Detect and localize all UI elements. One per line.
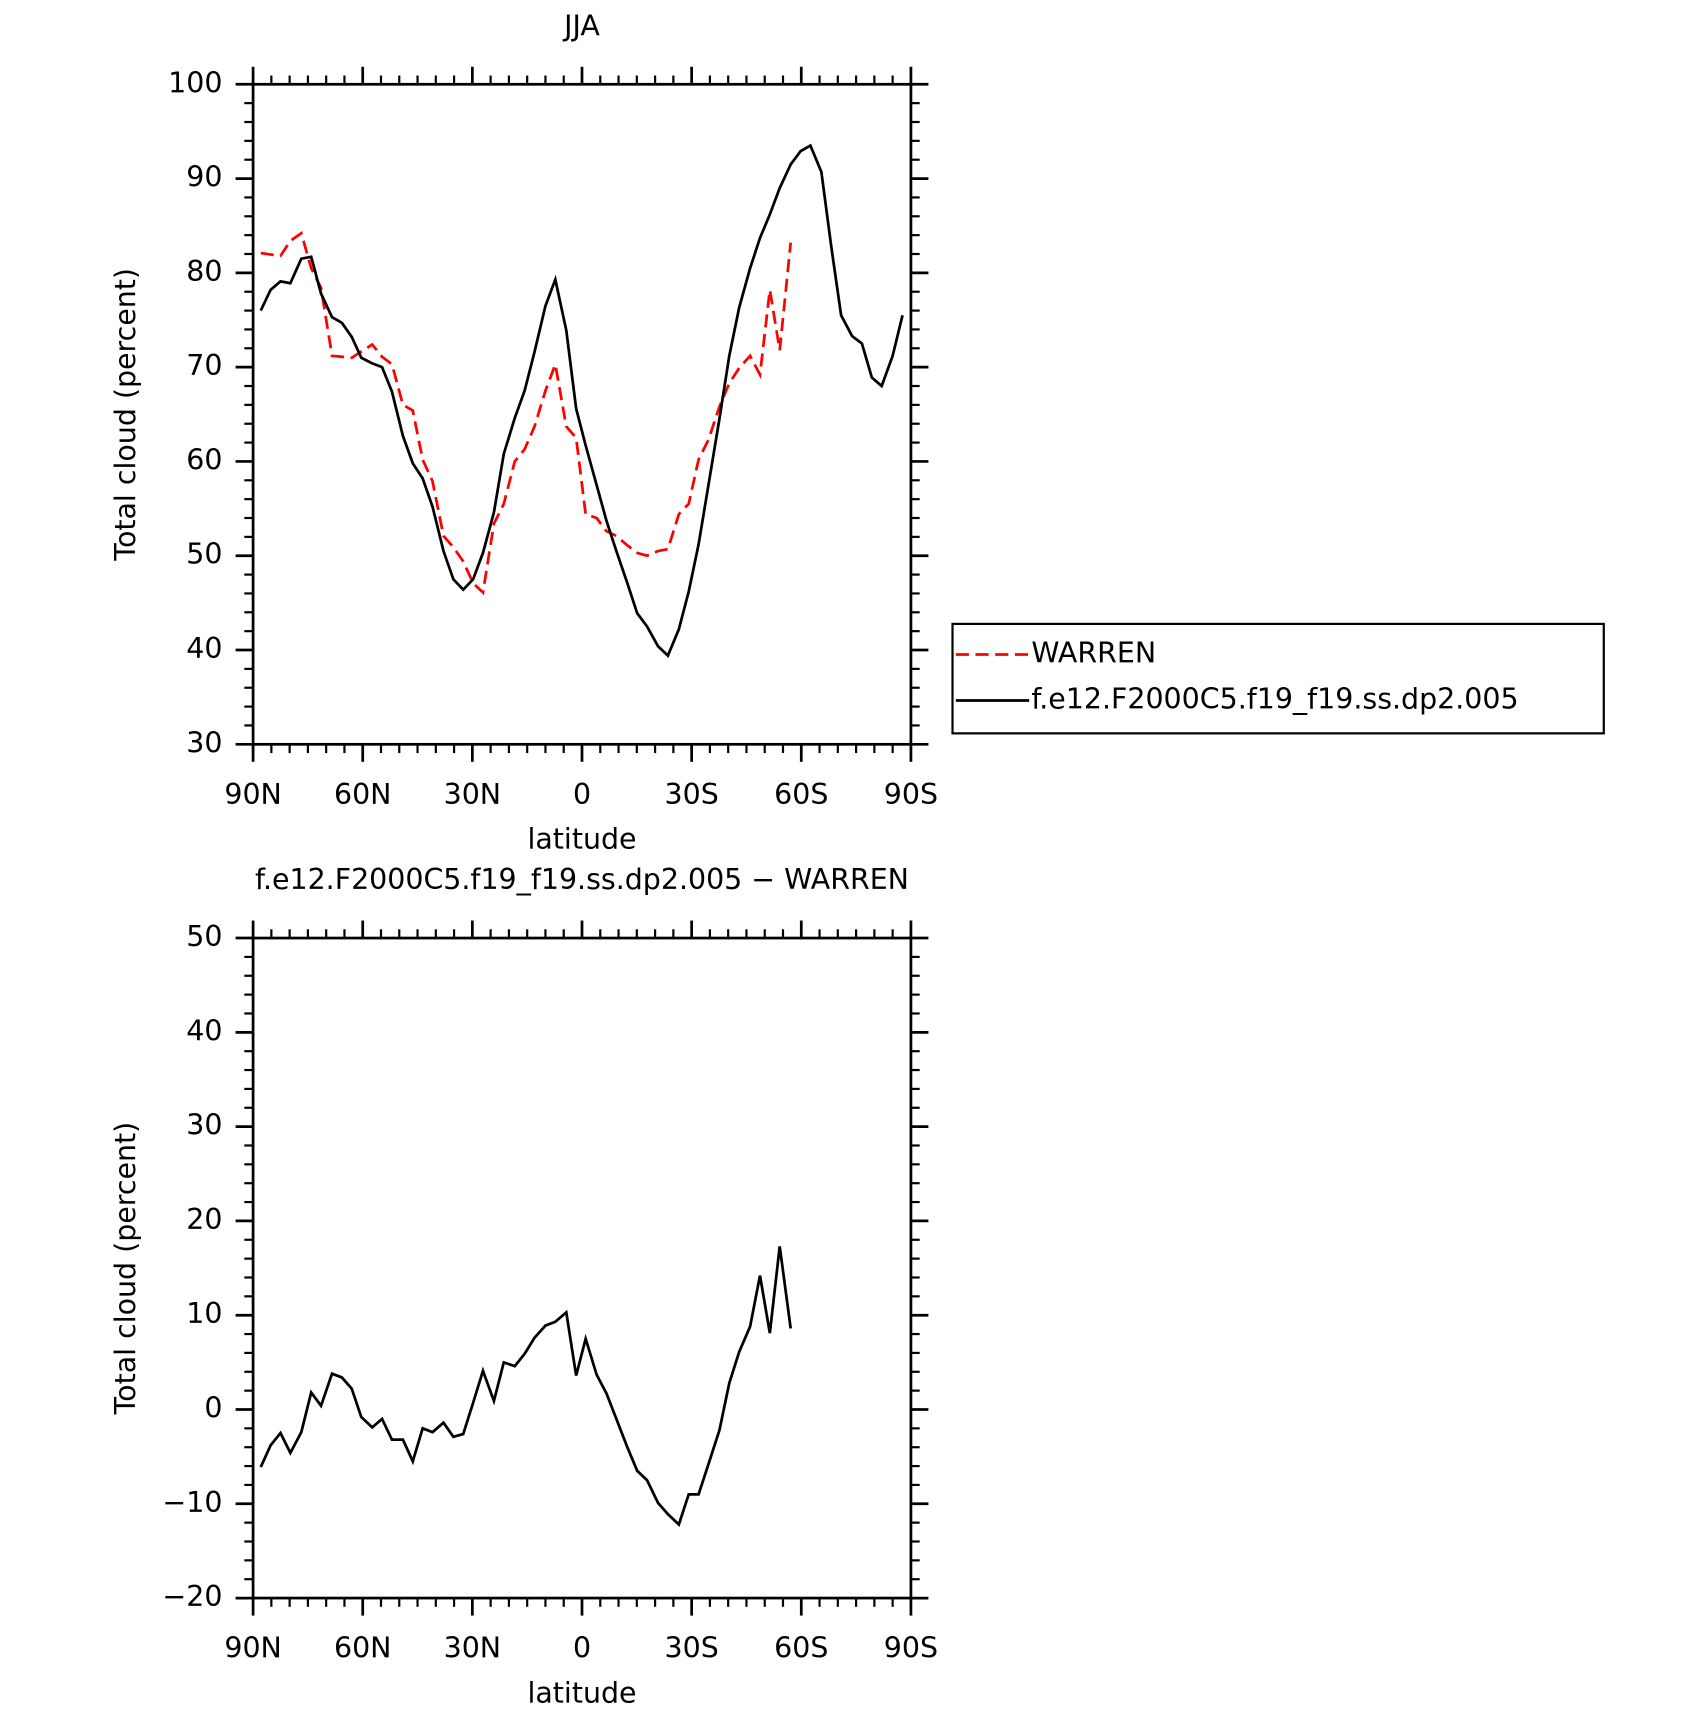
y-tick-label: 20 [186, 1203, 222, 1236]
chart-title: f.e12.F2000C5.f19_f19.ss.dp2.005 − WARRE… [255, 863, 909, 896]
y-tick-label: 40 [186, 1014, 222, 1047]
x-tick-label: 90S [884, 1632, 938, 1665]
x-axis-label: latitude [527, 823, 636, 856]
y-tick-label: 50 [186, 538, 222, 571]
y-tick-label: 30 [186, 726, 222, 759]
y-tick-label: 100 [168, 66, 222, 99]
x-tick-label: 30N [444, 1632, 501, 1665]
y-tick-label: 40 [186, 632, 222, 665]
y-tick-label: −10 [162, 1486, 222, 1519]
plot-frame [251, 82, 913, 746]
y-tick-label: 70 [186, 349, 222, 382]
x-tick-label: 30S [665, 1632, 719, 1665]
data-line [259, 1246, 793, 1528]
legend-label: f.e12.F2000C5.f19_f19.ss.dp2.005 [1031, 683, 1518, 716]
y-tick-label: 60 [186, 443, 222, 476]
y-axis-label: Total cloud (percent) [109, 268, 142, 562]
x-tick-label: 0 [573, 1632, 591, 1665]
x-tick-label: 30S [665, 778, 719, 811]
plot-frame [251, 936, 913, 1600]
x-tick-label: 60N [334, 1632, 391, 1665]
y-tick-label: 0 [204, 1391, 222, 1424]
legend-box [951, 622, 1605, 735]
y-tick-label: 10 [186, 1297, 222, 1330]
x-tick-label: 60S [774, 1632, 828, 1665]
y-tick-label: −20 [162, 1580, 222, 1613]
x-tick-label: 90S [884, 778, 938, 811]
legend-label: WARREN [1031, 637, 1156, 670]
y-tick-label: 80 [186, 255, 222, 288]
x-tick-label: 90N [224, 1632, 281, 1665]
x-tick-label: 90N [224, 778, 281, 811]
y-tick-label: 50 [186, 920, 222, 953]
x-axis-label: latitude [527, 1676, 636, 1709]
x-tick-label: 60S [774, 778, 828, 811]
y-axis-label: Total cloud (percent) [109, 1122, 142, 1416]
y-tick-label: 90 [186, 161, 222, 194]
chart-title: JJA [562, 9, 600, 42]
x-tick-label: 30N [444, 778, 501, 811]
data-line [260, 231, 793, 596]
x-tick-label: 0 [573, 778, 591, 811]
x-tick-label: 60N [334, 778, 391, 811]
data-line [259, 143, 904, 659]
y-tick-label: 30 [186, 1109, 222, 1142]
